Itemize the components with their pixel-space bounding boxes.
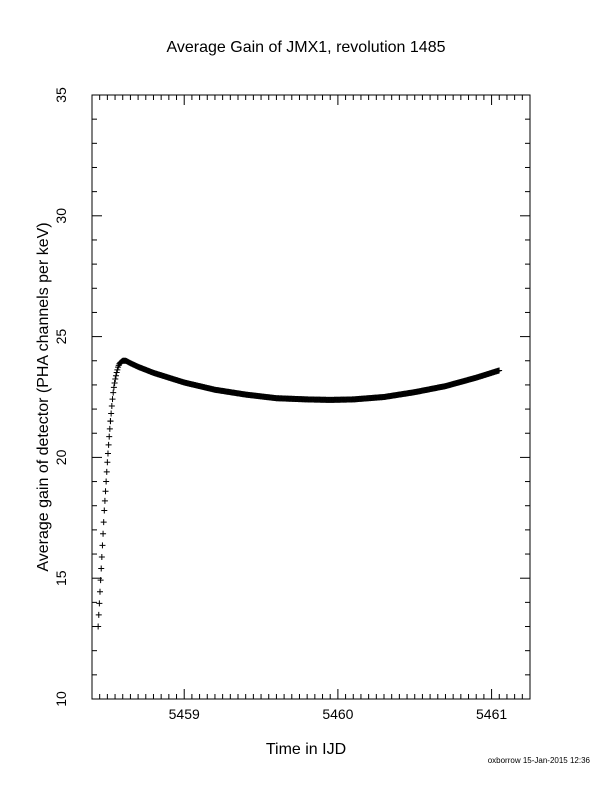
data-point — [113, 369, 120, 376]
data-point — [101, 507, 108, 514]
data-point — [110, 389, 117, 396]
x-tick-label: 5461 — [476, 706, 507, 722]
axis-ticks: 5459 5460 5461 10 15 20 25 30 35 — [53, 87, 531, 722]
data-point — [106, 433, 113, 440]
x-tick-label: 5459 — [169, 706, 200, 722]
data-point — [100, 519, 107, 526]
y-tick-label: 10 — [53, 691, 69, 707]
y-tick-label: 20 — [53, 449, 69, 465]
y-axis-label: Average gain of detector (PHA channels p… — [35, 222, 52, 571]
data-point — [95, 611, 102, 618]
data-point — [107, 418, 114, 425]
data-point — [103, 468, 110, 475]
data-point — [98, 553, 105, 560]
data-point — [102, 488, 109, 495]
chart-title: Average Gain of JMX1, revolution 1485 — [167, 39, 446, 56]
data-point — [99, 542, 106, 549]
data-point — [105, 441, 112, 448]
data-point — [101, 497, 108, 504]
data-point — [109, 396, 116, 403]
data-point — [95, 623, 102, 630]
y-tick-label: 15 — [53, 570, 69, 586]
x-tick-label: 5460 — [322, 706, 353, 722]
x-axis-label: Time in IJD — [266, 741, 346, 758]
data-point — [112, 372, 119, 379]
footer-stamp: oxborrow 15-Jan-2015 12:36 — [487, 756, 590, 765]
data-point — [96, 588, 103, 595]
plot-frame — [91, 94, 531, 700]
data-point — [112, 376, 119, 383]
data-point — [98, 565, 105, 572]
data-point — [114, 366, 121, 373]
y-tick-label: 25 — [53, 329, 69, 345]
y-tick-label: 35 — [53, 87, 69, 103]
data-point — [111, 379, 118, 386]
data-point — [108, 402, 115, 409]
data-point — [97, 577, 104, 584]
data-point — [496, 367, 503, 374]
data-point — [96, 600, 103, 607]
data-points — [95, 357, 503, 630]
data-point — [104, 459, 111, 466]
data-point — [100, 530, 107, 537]
data-point — [108, 410, 115, 417]
data-point — [103, 478, 110, 485]
data-point — [110, 384, 117, 391]
data-point — [106, 425, 113, 432]
data-point — [104, 450, 111, 457]
y-tick-label: 30 — [53, 208, 69, 224]
